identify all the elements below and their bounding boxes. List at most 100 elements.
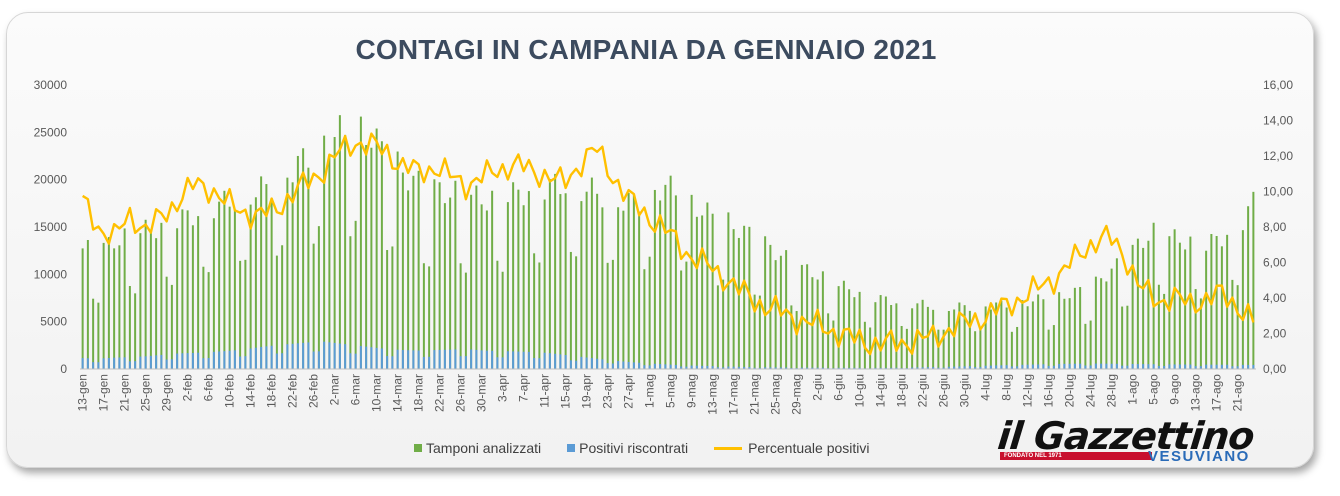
bar-positivi xyxy=(1005,365,1008,369)
bar-tamponi xyxy=(1152,222,1155,369)
bar-tamponi xyxy=(1037,294,1040,369)
bar-positivi xyxy=(890,367,893,369)
bar-tamponi xyxy=(260,176,263,369)
bar-tamponi xyxy=(312,243,315,369)
bar-tamponi xyxy=(1163,293,1166,369)
bar-positivi xyxy=(1042,364,1045,369)
bar-tamponi xyxy=(1252,191,1255,369)
bar-positivi xyxy=(485,350,488,369)
bar-positivi xyxy=(286,344,289,369)
bar-positivi xyxy=(118,357,121,369)
bar-positivi xyxy=(816,367,819,369)
x-tick-label: 18-mar xyxy=(412,374,426,412)
legend-label-percentuale: Percentuale positivi xyxy=(748,440,870,456)
bar-positivi xyxy=(1168,364,1171,369)
bar-tamponi xyxy=(722,279,725,369)
bar-positivi xyxy=(848,367,851,369)
bar-tamponi xyxy=(370,147,373,369)
bar-tamponi xyxy=(302,148,305,369)
bar-positivi xyxy=(1058,363,1061,369)
bar-tamponi xyxy=(627,192,630,369)
bar-tamponi xyxy=(270,197,273,369)
x-tick-label: 25-mag xyxy=(769,374,783,415)
bar-tamponi xyxy=(218,201,221,369)
bar-positivi xyxy=(942,367,945,369)
bar-positivi xyxy=(102,358,105,369)
x-tick-label: 22-feb xyxy=(286,374,300,408)
bar-positivi xyxy=(370,347,373,369)
bar-tamponi xyxy=(386,250,389,369)
bar-positivi xyxy=(354,353,357,369)
bar-tamponi xyxy=(942,329,945,369)
bar-positivi xyxy=(380,348,383,369)
bar-positivi xyxy=(1194,366,1197,369)
bar-tamponi xyxy=(879,295,882,369)
bar-positivi xyxy=(1068,363,1071,369)
bar-tamponi xyxy=(1241,230,1244,369)
y-right-tick-label: 6,00 xyxy=(1263,256,1287,270)
x-tick-label: 9-mag xyxy=(685,374,699,408)
bar-positivi xyxy=(1184,364,1187,369)
bar-tamponi xyxy=(601,207,604,369)
bar-tamponi xyxy=(233,209,236,369)
y-right-tick-label: 0,00 xyxy=(1263,362,1287,376)
bar-tamponi xyxy=(832,320,835,369)
bar-tamponi xyxy=(454,180,457,369)
bar-positivi xyxy=(422,356,425,369)
bar-positivi xyxy=(312,351,315,369)
bar-tamponi xyxy=(916,303,919,369)
bar-positivi xyxy=(1178,364,1181,369)
bar-positivi xyxy=(884,367,887,369)
x-tick-label: 19-apr xyxy=(580,374,594,409)
bar-tamponi xyxy=(239,260,242,369)
bar-positivi xyxy=(459,356,462,369)
x-tick-label: 18-feb xyxy=(265,374,279,408)
bar-positivi xyxy=(480,350,483,369)
bar-positivi xyxy=(989,365,992,369)
bar-tamponi xyxy=(512,182,515,369)
bar-positivi xyxy=(622,361,625,369)
x-tick-label: 29-gen xyxy=(160,374,174,411)
bar-tamponi xyxy=(480,204,483,369)
bar-positivi xyxy=(170,359,173,369)
bar-tamponi xyxy=(527,191,530,369)
legend-item-percentuale: Percentuale positivi xyxy=(714,440,870,456)
bar-positivi xyxy=(785,367,788,369)
bar-tamponi xyxy=(265,184,268,369)
bar-tamponi xyxy=(695,216,698,369)
bar-tamponi xyxy=(1147,240,1150,369)
bar-tamponi xyxy=(711,213,714,369)
bar-positivi xyxy=(1115,363,1118,369)
bar-positivi xyxy=(1021,364,1024,369)
bar-positivi xyxy=(149,355,152,369)
bar-tamponi xyxy=(1000,300,1003,369)
bar-tamponi xyxy=(921,299,924,369)
bar-tamponi xyxy=(365,145,368,369)
bar-tamponi xyxy=(1021,300,1024,369)
bar-tamponi xyxy=(958,302,961,369)
bar-tamponi xyxy=(1079,287,1082,369)
bar-tamponi xyxy=(963,305,966,369)
bar-positivi xyxy=(281,353,284,369)
bar-tamponi xyxy=(638,211,641,369)
bar-positivi xyxy=(1063,363,1066,369)
bar-tamponi xyxy=(485,210,488,369)
legend-swatch-positivi xyxy=(567,444,576,452)
bar-positivi xyxy=(1073,363,1076,369)
x-tick-label: 8-lug xyxy=(1000,374,1014,401)
bar-positivi xyxy=(496,357,499,369)
bar-positivi xyxy=(207,358,210,369)
bar-positivi xyxy=(758,367,761,369)
bar-tamponi xyxy=(417,170,420,369)
bar-positivi xyxy=(800,367,803,369)
bar-positivi xyxy=(1100,363,1103,369)
bar-positivi xyxy=(244,356,247,369)
bar-tamponi xyxy=(149,230,152,369)
bar-tamponi xyxy=(538,262,541,369)
bar-tamponi xyxy=(86,240,89,369)
bar-tamponi xyxy=(470,194,473,369)
bar-positivi xyxy=(218,351,221,369)
y-right-tick-label: 12,00 xyxy=(1263,149,1293,163)
bar-tamponi xyxy=(375,128,378,369)
bar-tamponi xyxy=(422,263,425,369)
